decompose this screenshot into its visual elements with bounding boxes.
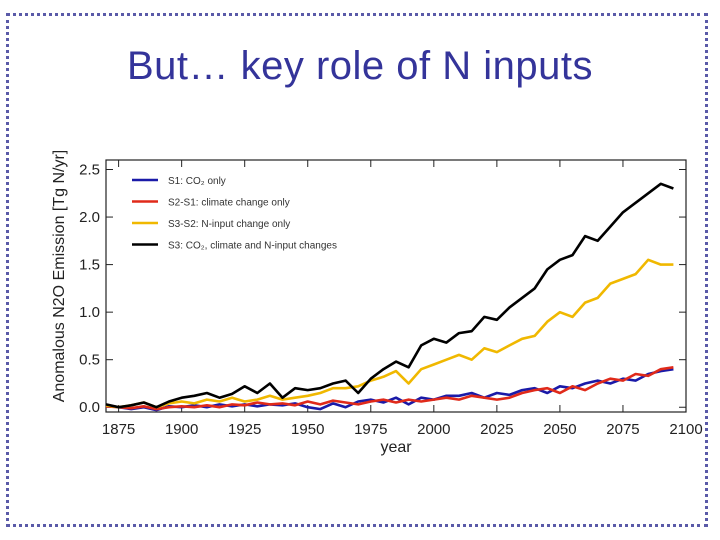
legend-label-2: S2-S1: climate change only bbox=[168, 198, 290, 209]
x-axis-ticks: 1875 1900 1925 1950 1975 2000 2025 2050 2075 2100 bbox=[102, 421, 703, 438]
y-tick-label: 1.0 bbox=[79, 304, 100, 321]
y-tick-label: 0.5 bbox=[79, 352, 100, 369]
x-tick-label: 2075 bbox=[606, 421, 639, 438]
legend-label-3: S3-S2: N-input change only bbox=[168, 219, 290, 230]
plot-area bbox=[105, 159, 687, 413]
y-axis-label: Anomalous N2O Emission [Tg N/yr] bbox=[51, 150, 68, 403]
series-line-2 bbox=[105, 366, 674, 411]
x-tick-label: 1900 bbox=[165, 421, 198, 438]
legend-label-1: S1: CO₂ only bbox=[168, 176, 226, 187]
x-tick-label: 2000 bbox=[417, 421, 450, 438]
slide-title: But… key role of N inputs bbox=[126, 44, 594, 88]
series-layer bbox=[105, 182, 674, 412]
x-tick-label: 2050 bbox=[543, 421, 576, 438]
legend: S1: CO₂ only S2-S1: climate change only S3… bbox=[132, 176, 337, 252]
series-line-4 bbox=[105, 182, 674, 409]
x-tick-label: 1875 bbox=[102, 421, 135, 438]
y-tick-label: 2.5 bbox=[79, 162, 100, 179]
x-tick-label: 1925 bbox=[228, 421, 261, 438]
x-axis-label: year bbox=[380, 439, 412, 456]
x-tick-label: 1975 bbox=[354, 421, 387, 438]
slide-frame bbox=[6, 13, 708, 527]
x-tick-label: 2025 bbox=[480, 421, 513, 438]
y-tick-label: 2.0 bbox=[79, 209, 100, 226]
series-line-3 bbox=[105, 258, 674, 409]
legend-label-4: S3: CO₂, climate and N-input changes bbox=[168, 241, 337, 252]
y-axis-ticks: 0.0 0.5 1.0 1.5 2.0 2.5 bbox=[79, 162, 100, 417]
x-tick-label: 1950 bbox=[291, 421, 324, 438]
y-tick-label: 1.5 bbox=[79, 257, 100, 274]
x-tick-label: 2100 bbox=[669, 421, 702, 438]
y-tick-label: 0.0 bbox=[79, 399, 100, 416]
